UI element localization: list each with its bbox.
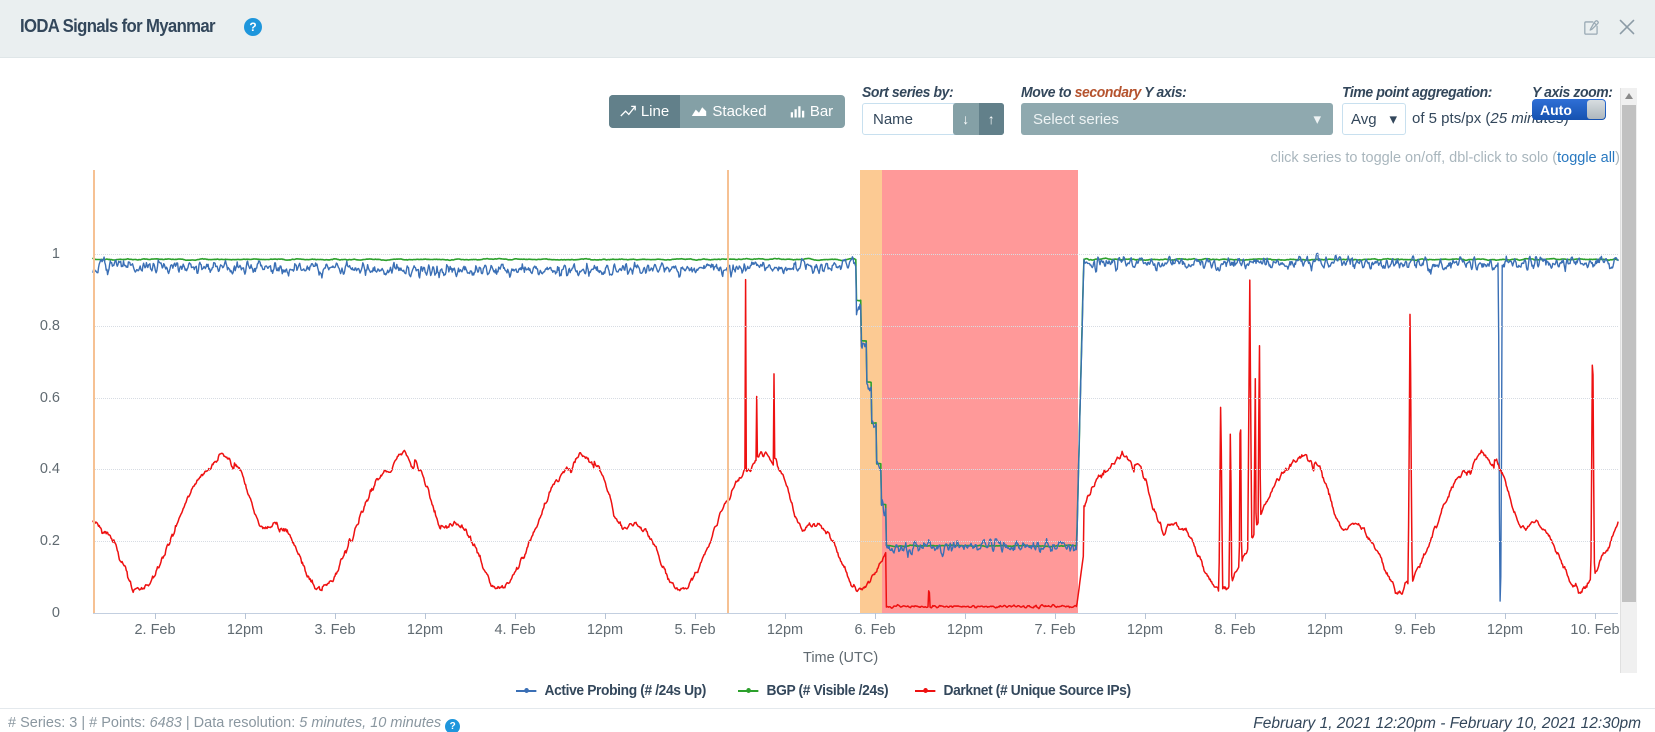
svg-text:?: ? bbox=[249, 20, 256, 34]
